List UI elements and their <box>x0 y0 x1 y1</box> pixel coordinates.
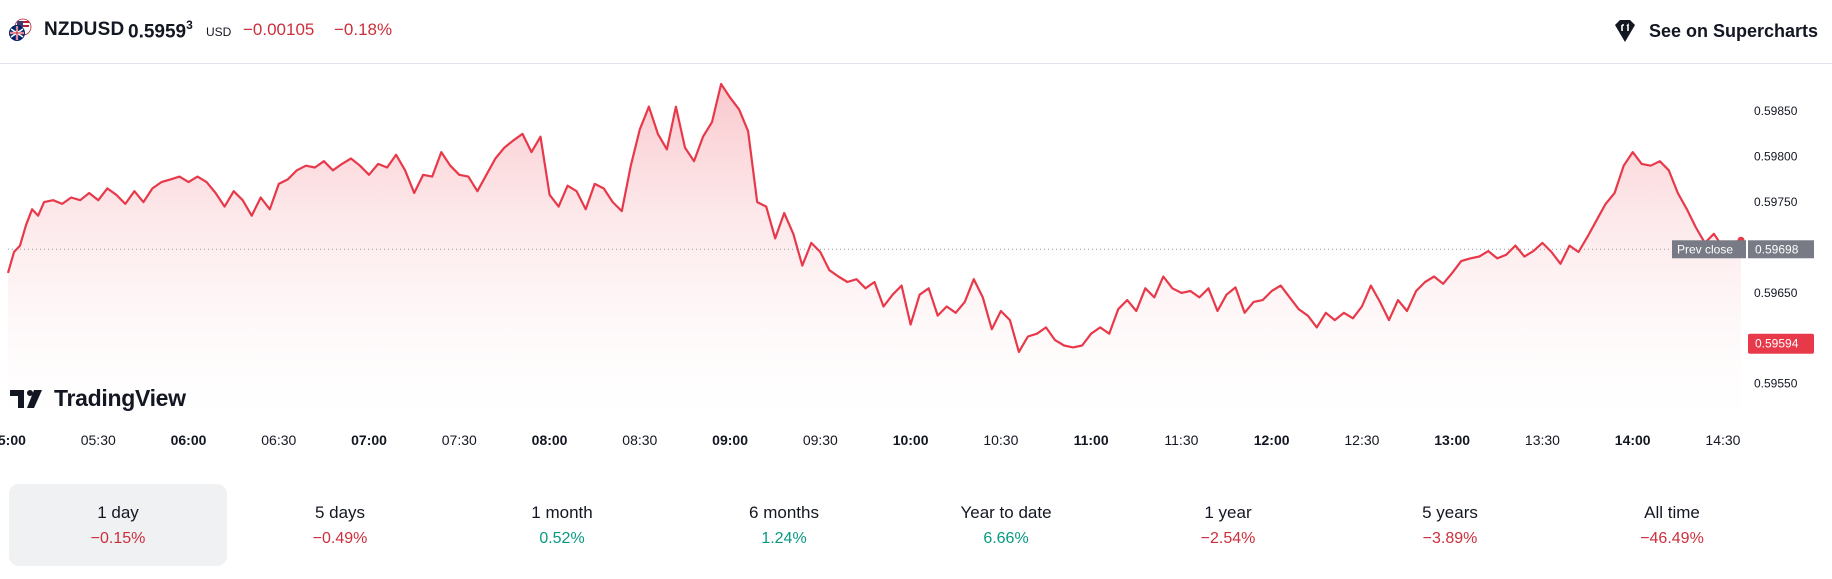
prev-close-value: 0.59698 <box>1755 242 1799 256</box>
last-price-main: 0.5959 <box>128 21 187 43</box>
period-change: −2.54% <box>1200 530 1256 547</box>
x-tick-label: 09:30 <box>803 432 838 448</box>
x-tick-label: 14:30 <box>1705 432 1740 448</box>
period-label: All time <box>1644 503 1700 522</box>
x-tick-label: 10:00 <box>893 432 929 448</box>
period-label: 6 months <box>749 503 819 522</box>
x-tick-label: 13:00 <box>1434 432 1470 448</box>
period-label: 1 year <box>1204 503 1252 522</box>
see-on-supercharts-button[interactable]: See on Supercharts <box>1599 14 1830 48</box>
period-change: −46.49% <box>1640 530 1704 547</box>
period-label: 1 day <box>97 503 139 522</box>
price-chart-svg[interactable]: 0.59850 0.59800 0.59750 0.59650 0.59550 Prev … <box>0 64 1832 454</box>
x-tick-label: 08:30 <box>622 432 657 448</box>
period-change: −0.15% <box>90 530 146 547</box>
x-tick-label: 13:30 <box>1525 432 1560 448</box>
tradingview-logo: TradingView <box>10 385 186 412</box>
period-label: 5 days <box>314 503 366 522</box>
period-change: 0.52% <box>539 530 585 547</box>
price-chart[interactable]: 0.59850 0.59800 0.59750 0.59650 0.59550 Prev … <box>0 64 1832 454</box>
period-change: −3.89% <box>1422 530 1478 547</box>
last-price-value: 0.59594 <box>1755 337 1799 351</box>
x-tick-label: 07:30 <box>442 432 477 448</box>
price-area-fill <box>8 84 1741 420</box>
supercharts-label: See on Supercharts <box>1648 20 1818 41</box>
x-tick-label: 08:00 <box>532 432 568 448</box>
tradingview-logo-icon <box>10 389 42 408</box>
supercharts-icon <box>1614 20 1635 42</box>
x-tick-label: 05:00 <box>0 432 26 448</box>
x-tick-label: 10:30 <box>983 432 1018 448</box>
prev-close-value-tag <box>1748 240 1814 259</box>
x-tick-label: 09:00 <box>712 432 748 448</box>
period-tab[interactable]: 1 day −0.15% <box>9 484 227 566</box>
period-label: 1 month <box>531 503 593 522</box>
last-price-pip: 3 <box>186 18 193 32</box>
period-label: Year to date <box>960 503 1052 522</box>
y-tick-label: 0.59550 <box>1754 377 1798 391</box>
price-change-percent: −0.18% <box>334 20 393 39</box>
last-price-label: 0.59594 <box>1748 333 1814 354</box>
tradingview-wordmark: TradingView <box>54 385 186 411</box>
price-line <box>6 82 1742 353</box>
price-change: −0.00105 <box>243 20 315 39</box>
prev-close-text: Prev close <box>1677 242 1733 256</box>
x-tick-label: 11:30 <box>1164 432 1198 448</box>
period-label: 5 years <box>1422 503 1478 522</box>
symbol-header: NZDUSD 0.59593 USD −0.00105 −0.18% See o… <box>0 0 1832 64</box>
period-tab[interactable]: 6 months 1.24% <box>675 484 893 566</box>
x-tick-label: 05:30 <box>81 432 116 448</box>
x-tick-label: 06:00 <box>171 432 207 448</box>
nz-us-flag-icon <box>9 18 32 41</box>
period-tab[interactable]: All time −46.49% <box>1563 484 1781 566</box>
x-tick-label: 12:30 <box>1344 432 1379 448</box>
y-tick-label: 0.59650 <box>1754 286 1798 300</box>
period-tab[interactable]: 1 year −2.54% <box>1119 484 1337 566</box>
symbol-name: NZDUSD <box>44 19 125 40</box>
y-tick-label: 0.59800 <box>1754 150 1798 164</box>
y-tick-label: 0.59850 <box>1754 104 1798 118</box>
period-tab[interactable]: Year to date 6.66% <box>897 484 1115 566</box>
currency-label: USD <box>206 25 232 39</box>
period-change: −0.49% <box>312 530 368 547</box>
period-tab[interactable]: 5 years −3.89% <box>1341 484 1559 566</box>
y-tick-label: 0.59750 <box>1754 195 1798 209</box>
x-tick-label: 14:00 <box>1615 432 1651 448</box>
prev-close-label: Prev close 0.59698 <box>1672 240 1814 259</box>
period-tab[interactable]: 5 days −0.49% <box>231 484 449 566</box>
last-price: 0.59593 <box>128 18 193 43</box>
period-change: 1.24% <box>761 530 807 547</box>
x-tick-label: 12:00 <box>1254 432 1290 448</box>
period-selector: 1 day −0.15% 5 days −0.49% 1 month 0.52% 6 mon… <box>9 484 1809 570</box>
last-price-tag <box>1748 333 1814 354</box>
prev-close-tag <box>1672 240 1746 259</box>
x-tick-label: 06:30 <box>261 432 296 448</box>
x-tick-label: 11:00 <box>1074 432 1109 448</box>
x-tick-label: 07:00 <box>351 432 387 448</box>
period-change: 6.66% <box>983 530 1029 547</box>
period-tab[interactable]: 1 month 0.52% <box>453 484 671 566</box>
